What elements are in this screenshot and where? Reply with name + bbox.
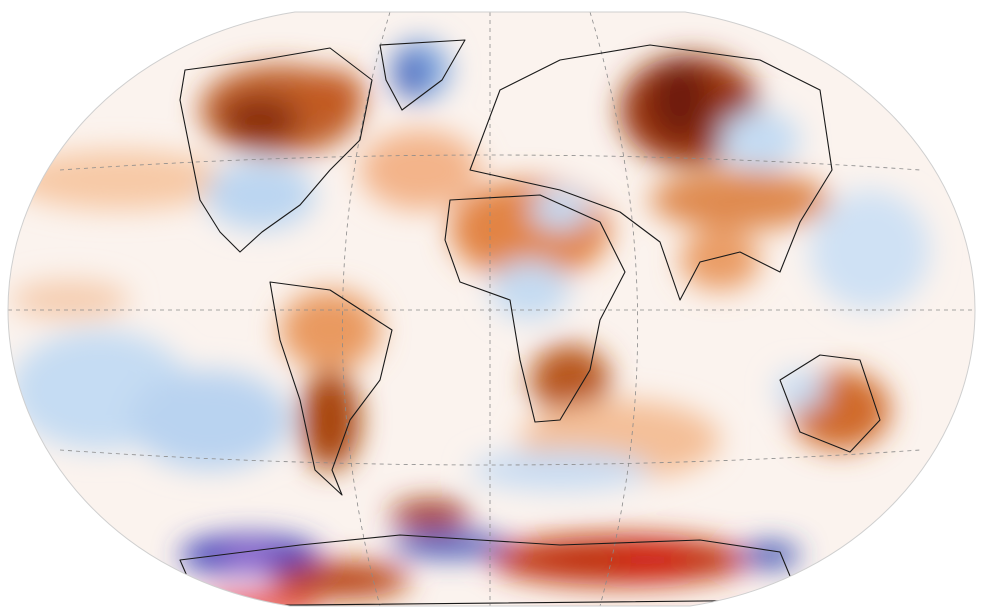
coastlines <box>179 39 881 606</box>
graticule <box>8 12 975 606</box>
australia <box>779 354 881 453</box>
parallel <box>59 449 921 466</box>
antarctica <box>179 534 801 606</box>
map-border <box>7 11 976 607</box>
parallel <box>59 154 921 171</box>
south-america <box>269 281 393 496</box>
eurasia <box>469 44 833 301</box>
north-america <box>179 47 373 253</box>
greenland <box>379 39 466 111</box>
africa <box>444 194 626 423</box>
